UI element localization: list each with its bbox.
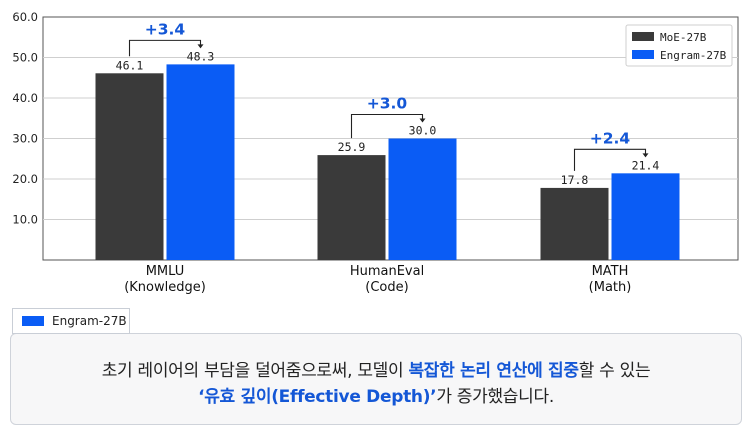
description-text: 초기 레이어의 부담을 덜어줌으로써, 모델이: [101, 361, 409, 381]
bar-value-label: 46.1: [116, 58, 144, 72]
bar-engram: [166, 64, 235, 260]
bar-value-label: 21.4: [632, 158, 660, 172]
description-line-1: 초기 레이어의 부담을 덜어줌으로써, 모델이 복잡한 논리 연산에 집중할 수…: [11, 356, 741, 381]
x-tick-label: HumanEval (Code): [350, 264, 424, 295]
delta-annotations: +3.4 +3.0 +2.4: [128, 20, 649, 171]
delta-bracket: [128, 39, 202, 57]
x-tick-label: MMLU (Knowledge): [124, 264, 206, 295]
y-tick-label: 50.0: [12, 51, 38, 65]
legend-swatch-moe: [632, 32, 654, 41]
delta-label: +2.4: [590, 129, 631, 147]
delta-bracket: [350, 113, 424, 139]
x-tick-label-line: MATH: [592, 264, 629, 279]
engram-tag: Engram-27B: [12, 308, 130, 334]
highlight-text: ‘유효 깊이(Effective Depth)’: [198, 387, 437, 407]
x-tick-label-line: MMLU: [146, 264, 185, 279]
bar-value-label: 30.0: [409, 124, 437, 138]
delta-label: +3.0: [367, 95, 408, 113]
description-text: 가 증가했습니다.: [436, 387, 554, 407]
engram-tag-label: Engram-27B: [52, 314, 127, 328]
legend: MoE-27B Engram-27B: [625, 24, 733, 67]
y-axis: 10.0 20.0 30.0 40.0 50.0 60.0: [12, 10, 38, 227]
delta-bracket: [573, 148, 647, 171]
x-tick-label-line: (Code): [365, 280, 408, 295]
y-tick-label: 40.0: [12, 91, 38, 105]
x-tick-label: MATH (Math): [589, 264, 632, 295]
description-line-2: ‘유효 깊이(Effective Depth)’가 증가했습니다.: [11, 382, 741, 407]
delta-label: +3.4: [145, 20, 186, 38]
bars: 46.1 25.9 17.8 48.3 30.0 21.4: [95, 49, 680, 260]
y-tick-label: 30.0: [12, 132, 38, 146]
x-tick-label-line: (Math): [589, 280, 632, 295]
engram-swatch: [22, 316, 44, 326]
x-tick-label-line: (Knowledge): [124, 280, 206, 295]
bar-moe: [540, 187, 609, 260]
y-tick-label: 20.0: [12, 172, 38, 186]
description-panel: 초기 레이어의 부담을 덜어줌으로써, 모델이 복잡한 논리 연산에 집중할 수…: [10, 333, 742, 425]
y-tick-label: 60.0: [12, 10, 38, 24]
bar-chart: 10.0 20.0 30.0 40.0 50.0 60.0 46.1 25.9 17.8 48.…: [12, 10, 739, 295]
legend-label-moe: MoE-27B: [660, 31, 707, 44]
delta-arrow-head: [419, 118, 426, 123]
legend-label-engram: Engram-27B: [660, 49, 727, 62]
delta-arrow-head: [197, 44, 204, 49]
bar-engram: [388, 138, 457, 260]
x-tick-label-line: HumanEval: [350, 264, 424, 279]
description-text: 할 수 있는: [578, 361, 651, 381]
bar-moe: [95, 73, 164, 260]
bar-moe: [317, 155, 386, 260]
bar-value-label: 17.8: [561, 173, 589, 187]
highlight-text: 복잡한 논리 연산에 집중: [408, 361, 579, 381]
bar-value-label: 48.3: [187, 49, 215, 63]
legend-swatch-engram: [632, 50, 654, 59]
y-tick-label: 10.0: [12, 213, 38, 227]
bar-engram: [611, 173, 680, 260]
x-axis: MMLU (Knowledge) HumanEval (Code) MATH (Math): [124, 264, 631, 295]
delta-arrow-head: [642, 153, 649, 158]
bar-value-label: 25.9: [338, 140, 366, 154]
